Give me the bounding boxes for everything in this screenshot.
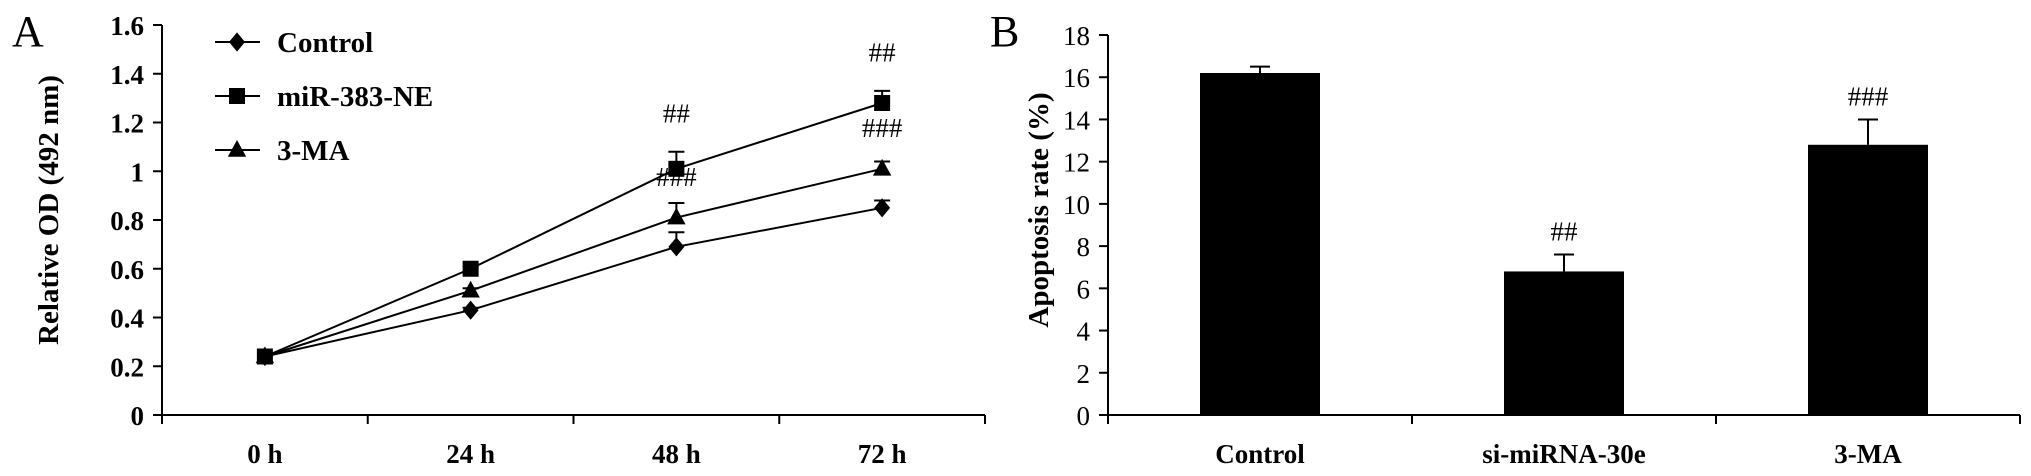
- bar: [1808, 144, 1928, 415]
- series-control: [256, 198, 891, 367]
- panel-a-y-axis-label: Relative OD (492 nm): [33, 75, 65, 345]
- panel-b-bar-chart: B Apoptosis rate (%) 0 2 4 6 8 10 12 14 16 18 Cont…: [990, 7, 2021, 469]
- data-point: [462, 300, 479, 320]
- panel-a-y-tick-label: 0.6: [110, 255, 144, 285]
- data-point: [874, 198, 891, 218]
- panel-a-y-tick-label: 0.4: [110, 304, 144, 334]
- series-3-ma: [255, 158, 892, 364]
- panel-a-y-tick-label: 0: [131, 401, 145, 431]
- panel-b-y-tick-label: 4: [1077, 317, 1091, 347]
- data-point: [462, 260, 479, 277]
- panel-b-y-tick-label: 0: [1077, 401, 1091, 431]
- panel-a-y-tick-label: 0.8: [110, 206, 144, 236]
- legend-label: 3-MA: [277, 135, 350, 167]
- panel-b-y-tick-label: 18: [1063, 21, 1090, 51]
- panel-b-x-tick-label: si-miRNA-30e: [1482, 439, 1645, 469]
- significance-mark: ##: [1551, 217, 1579, 247]
- panel-a-x-tick-label: 0 h: [247, 439, 282, 469]
- legend-label: Control: [277, 27, 373, 59]
- panel-b-y-tick-label: 6: [1077, 274, 1091, 304]
- bar: [1504, 271, 1624, 415]
- data-point: [668, 237, 685, 257]
- panel-b-y-tick-label: 10: [1063, 190, 1090, 220]
- significance-mark: ###: [862, 113, 903, 143]
- panel-a-x-tick-label: 72 h: [858, 439, 907, 469]
- panel-b-y-tick-label: 16: [1063, 63, 1090, 93]
- panel-b-y-axis-label: Apoptosis rate (%): [1023, 92, 1055, 327]
- legend-marker: [227, 140, 247, 157]
- significance-mark: ##: [663, 99, 691, 129]
- data-point: [461, 280, 480, 298]
- panel-b-y-tick-label: 12: [1063, 148, 1090, 178]
- data-point: [872, 158, 892, 176]
- significance-mark: ##: [869, 38, 897, 68]
- bar: [1200, 73, 1320, 415]
- series-line: [264, 206, 883, 358]
- data-point: [255, 346, 275, 364]
- panel-a-y-tick-label: 1: [131, 157, 145, 187]
- panel-a-letter: A: [12, 7, 44, 56]
- panel-b-y-tick-label: 8: [1077, 232, 1091, 262]
- panel-a-line-chart: A Relative OD (492 nm) 0 0.2 0.4 0.6 0.8 1 1.2…: [12, 7, 986, 469]
- significance-mark: ###: [1848, 81, 1889, 111]
- significance-mark: ###: [656, 162, 697, 192]
- series-line: [264, 102, 883, 358]
- panel-a-x-tick-label: 24 h: [446, 439, 495, 469]
- panel-b-letter: B: [990, 7, 1019, 56]
- panel-b-x-tick-label: Control: [1215, 439, 1305, 469]
- panel-b-y-tick-label: 14: [1063, 105, 1091, 135]
- panel-b-x-tick-label: 3-MA: [1834, 439, 1902, 469]
- panel-a-y-tick-label: 1.2: [110, 109, 144, 139]
- series-mir-383-ne: [256, 89, 891, 365]
- panel-a-x-tick-label: 48 h: [652, 439, 701, 469]
- panel-b-y-tick-label: 2: [1077, 359, 1091, 389]
- panel-a-y-tick-label: 0.2: [110, 352, 144, 382]
- data-point: [667, 207, 686, 225]
- legend-marker: [229, 88, 245, 104]
- data-point: [668, 160, 685, 177]
- panel-a-y-tick-label: 1.4: [110, 60, 144, 90]
- data-point: [874, 95, 891, 111]
- series-line: [264, 167, 883, 358]
- panel-a-y-tick-label: 1.6: [110, 11, 144, 41]
- legend-marker: [229, 32, 245, 52]
- legend-label: miR-383-NE: [277, 81, 433, 113]
